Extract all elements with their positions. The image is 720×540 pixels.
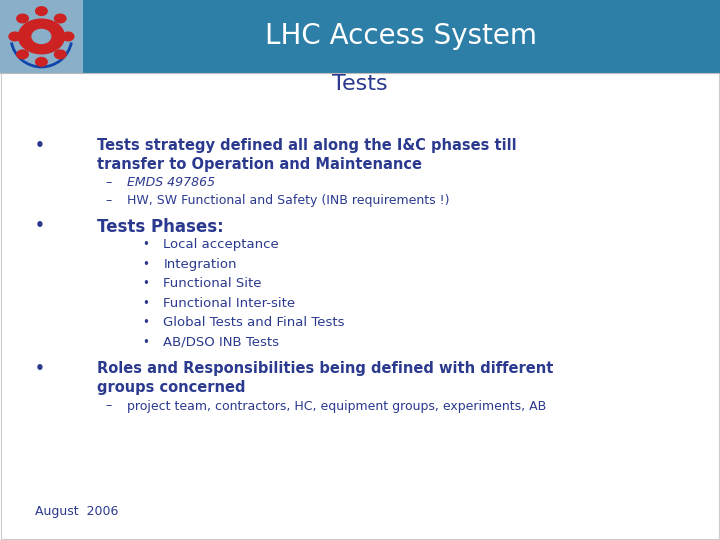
Text: project team, contractors, HC, equipment groups, experiments, AB: project team, contractors, HC, equipment…	[127, 400, 546, 413]
Circle shape	[19, 19, 65, 54]
Circle shape	[9, 32, 21, 40]
Circle shape	[62, 32, 74, 40]
Circle shape	[17, 14, 28, 23]
Text: Functional Site: Functional Site	[163, 278, 262, 291]
Circle shape	[36, 57, 48, 66]
Text: Tests strategy defined all along the I&C phases till: Tests strategy defined all along the I&C…	[97, 138, 517, 153]
Circle shape	[36, 6, 48, 15]
Text: •: •	[35, 138, 45, 153]
Bar	[83, 0, 720, 73]
Bar	[0, 0, 83, 73]
Text: August  2006: August 2006	[35, 505, 118, 518]
Text: •: •	[142, 278, 149, 291]
Text: Local acceptance: Local acceptance	[163, 238, 279, 251]
Text: groups concerned: groups concerned	[97, 380, 246, 395]
Text: –: –	[106, 400, 112, 413]
Text: –: –	[106, 194, 112, 207]
Circle shape	[55, 50, 66, 59]
Circle shape	[55, 14, 66, 23]
Text: transfer to Operation and Maintenance: transfer to Operation and Maintenance	[97, 157, 422, 172]
Text: Tests: Tests	[332, 73, 388, 94]
Text: EMDS 497865: EMDS 497865	[127, 176, 215, 189]
Text: •: •	[35, 361, 45, 376]
Text: •: •	[142, 316, 149, 329]
Text: Global Tests and Final Tests: Global Tests and Final Tests	[163, 316, 345, 329]
Text: •: •	[142, 258, 149, 271]
Text: •: •	[142, 238, 149, 251]
Text: Functional Inter-site: Functional Inter-site	[163, 297, 296, 310]
Text: Roles and Responsibilities being defined with different: Roles and Responsibilities being defined…	[97, 361, 554, 376]
Text: Integration: Integration	[163, 258, 237, 271]
Text: •: •	[142, 297, 149, 310]
Text: Tests Phases:: Tests Phases:	[97, 218, 224, 236]
Text: AB/DSO INB Tests: AB/DSO INB Tests	[163, 336, 279, 349]
Text: HW, SW Functional and Safety (INB requirements !): HW, SW Functional and Safety (INB requir…	[127, 194, 450, 207]
Circle shape	[17, 50, 28, 59]
Circle shape	[32, 29, 50, 43]
Text: LHC Access System: LHC Access System	[266, 23, 537, 50]
Text: •: •	[142, 336, 149, 349]
Text: •: •	[35, 218, 45, 233]
Text: –: –	[106, 176, 112, 189]
